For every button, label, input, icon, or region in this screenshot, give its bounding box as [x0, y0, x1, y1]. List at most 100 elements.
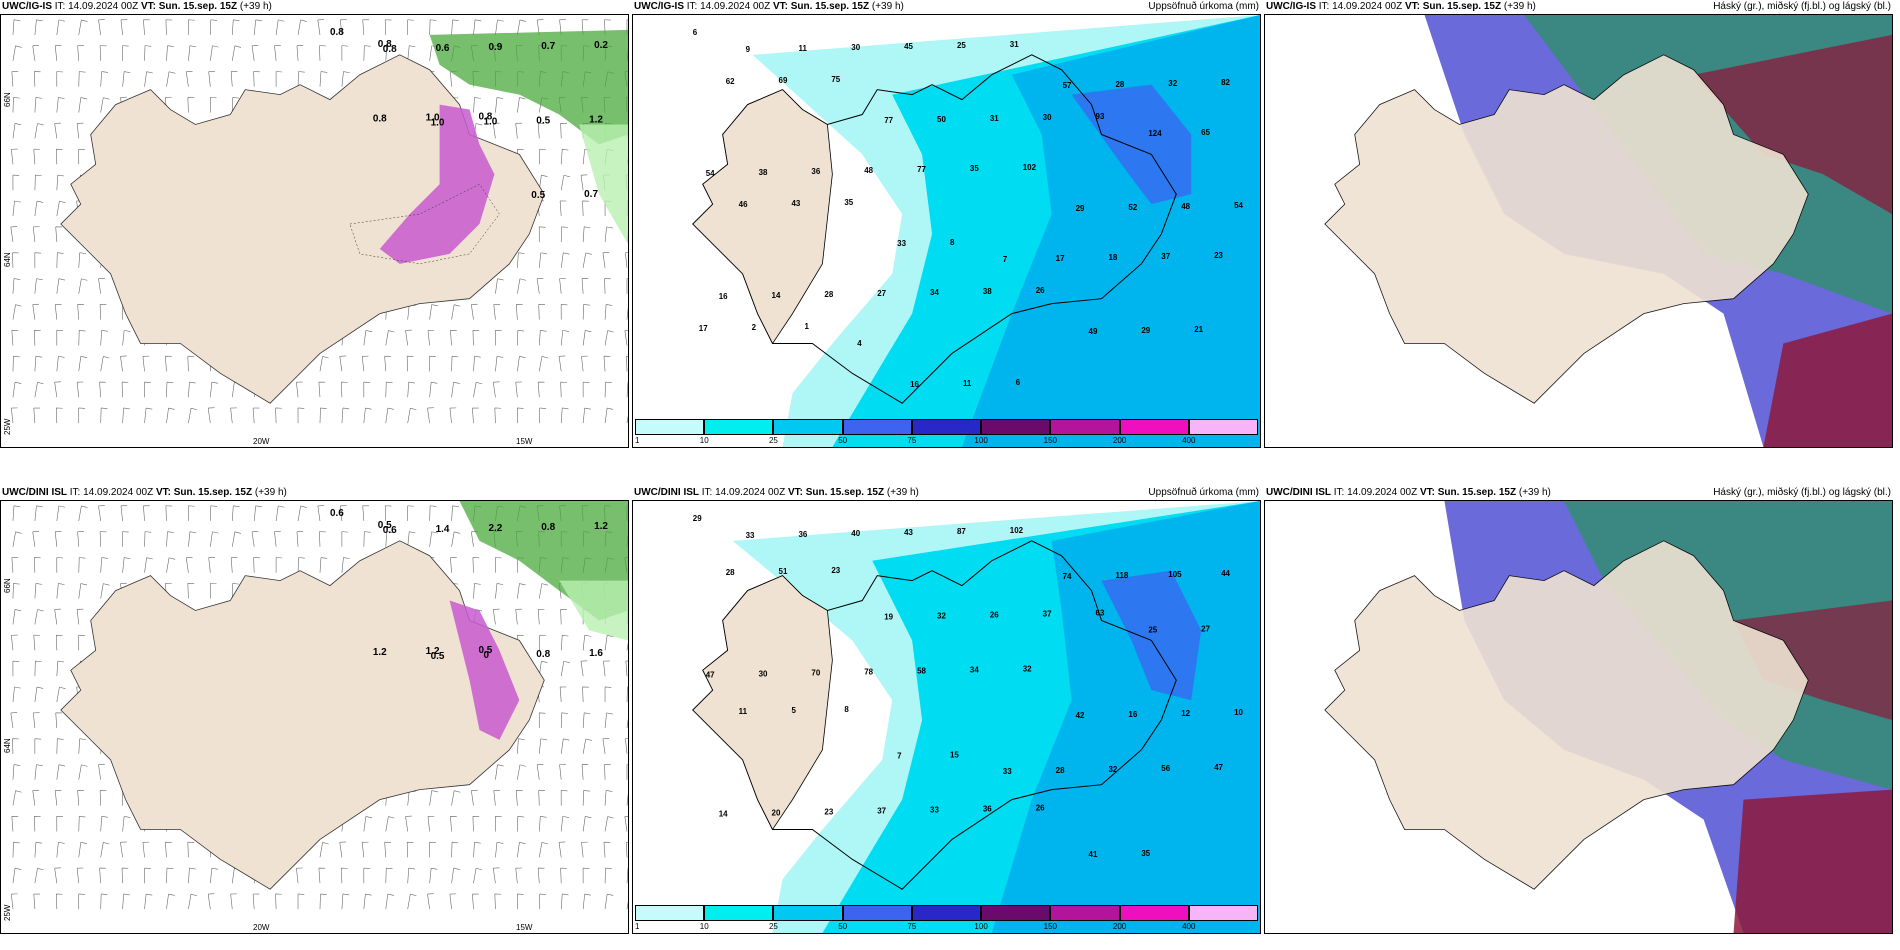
wind-barb [253, 557, 260, 573]
wind-barb [515, 867, 523, 884]
wind-barb [11, 634, 18, 651]
wind-barb [581, 278, 589, 294]
wind-barb [582, 200, 589, 217]
panel-header: UWC/DINI ISL IT: 14.09.2024 00Z VT: Sun.… [1266, 487, 1551, 498]
value-label: 23 [1214, 251, 1223, 260]
wind-barb [472, 330, 480, 346]
wind-barb [580, 660, 588, 677]
value-label: 32 [1168, 79, 1177, 88]
lat-label: 64N [3, 738, 12, 753]
magenta-precip [379, 104, 495, 264]
panel-header: UWC/DINI ISL IT: 14.09.2024 00Z VT: Sun.… [634, 487, 919, 498]
map-frame: 6 9 11 30 45 25 31 57 28 32 82 62 69 75 77 50 31 30 93 124 6… [632, 14, 1261, 448]
value-label: 28 [726, 568, 735, 577]
wind-barb [341, 867, 348, 884]
colorbar-segment [1188, 419, 1258, 435]
precip-deep [991, 501, 1260, 933]
value-label: 16 [1128, 710, 1137, 719]
value-label: 11 [798, 44, 807, 53]
wind-barb [34, 97, 43, 113]
wind-barb [604, 304, 613, 320]
wind-barb [11, 557, 19, 573]
wind-barb [54, 790, 62, 806]
value-label: 4 [857, 339, 862, 348]
value-label: 0.8 [478, 112, 492, 123]
wind-barb [54, 45, 62, 61]
wind-barb [517, 893, 524, 910]
value-label: 8 [950, 238, 955, 247]
hatch-area [349, 183, 500, 265]
value-label: 42 [1076, 711, 1085, 720]
value-label: 0 [483, 650, 489, 661]
colorbar-segment [773, 905, 843, 921]
wind-barb [122, 557, 131, 573]
wind-barb [231, 97, 240, 113]
value-label: 45 [904, 42, 913, 51]
wind-barb [100, 842, 110, 858]
wind-barb [275, 407, 282, 424]
wind-barb [471, 303, 478, 320]
wind-barb [472, 816, 480, 832]
wind-barb [471, 789, 478, 806]
wind-barb [34, 278, 43, 294]
wind-barb [32, 712, 40, 728]
wind-barb [12, 304, 22, 320]
value-label: 0.6 [383, 525, 397, 536]
value-label: 0.9 [488, 42, 502, 53]
wind-barb [603, 660, 610, 677]
colorbar-segment [842, 419, 912, 435]
wind-barb [604, 634, 614, 651]
value-label: 118 [1115, 571, 1128, 580]
wind-barb [12, 867, 22, 884]
wind-barb [582, 867, 590, 884]
value-label: 32 [1108, 765, 1117, 774]
wind-barb [99, 531, 107, 547]
wind-barb [209, 97, 217, 113]
wind-barb [362, 505, 370, 521]
wind-barb [361, 841, 369, 858]
lon-label: 15W [516, 923, 533, 932]
wind-barb [363, 330, 373, 346]
wind-barb [100, 816, 108, 832]
colorbar-segment [704, 905, 774, 921]
colorbar-segment [911, 905, 982, 921]
wind-barb [231, 19, 240, 35]
value-label: 0.8 [378, 39, 392, 50]
wind-barb [451, 531, 461, 547]
wind-barb [274, 531, 281, 547]
wind-barb [297, 505, 307, 521]
wind-barb [98, 764, 105, 780]
wind-barb [78, 505, 88, 521]
wind-barb [251, 531, 259, 547]
value-label: 8 [844, 705, 849, 714]
value-label: 38 [759, 168, 768, 177]
wind-barb [560, 148, 569, 165]
wind-barb [341, 893, 350, 910]
wind-barb [407, 867, 415, 884]
wind-barb [188, 45, 197, 61]
value-label: 29 [1141, 326, 1150, 335]
colorbar-tick: 400 [1182, 436, 1196, 445]
wind-barb [12, 278, 21, 294]
wind-barb [165, 355, 172, 372]
wind-barb [582, 407, 591, 424]
wind-barb [210, 531, 219, 547]
value-label: 29 [693, 514, 702, 523]
panel-title: Háský (gr.), miðský (fj.bl.) og lágský (… [1713, 487, 1891, 498]
lon-label: 15W [516, 437, 533, 446]
wind-barb [492, 608, 500, 625]
wind-barb [12, 97, 20, 113]
value-label: 16 [910, 380, 919, 389]
wind-barb [56, 97, 65, 113]
wind-barb [559, 200, 567, 217]
wind-barb [429, 505, 437, 521]
wind-barb [166, 893, 175, 910]
wind-barb [319, 842, 329, 858]
value-label: 33 [897, 239, 906, 248]
wind-barb [34, 868, 44, 884]
colorbar-segment [635, 419, 705, 435]
wind-barb [517, 252, 525, 268]
colorbar-tick: 25 [768, 922, 778, 931]
wind-barb [33, 893, 41, 910]
precip-heavy [1101, 570, 1202, 701]
